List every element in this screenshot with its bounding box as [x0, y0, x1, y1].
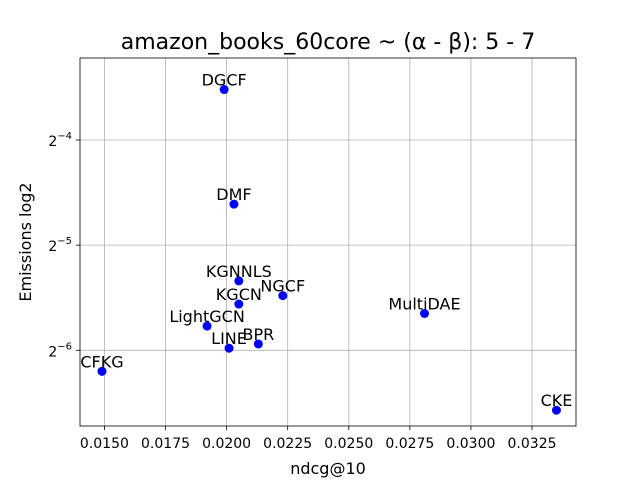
data-point [229, 199, 239, 209]
data-point [420, 308, 430, 318]
data-point [234, 276, 244, 286]
data-point-label: NGCF [260, 277, 305, 296]
data-point [234, 299, 244, 309]
y-axis-label: Emissions log2 [16, 182, 35, 301]
x-axis-label: ndcg@10 [290, 459, 366, 478]
y-tick-label: 2−5 [48, 236, 72, 255]
x-tick-label: 0.0325 [508, 436, 557, 452]
data-point-label: KGNNLS [206, 262, 272, 281]
data-point [551, 405, 561, 415]
x-tick-label: 0.0275 [385, 436, 434, 452]
plot-frame [79, 57, 577, 427]
data-point [253, 339, 263, 349]
data-point-label: CFKG [80, 352, 123, 371]
axis-ticks: 0.0150 0.0175 0.0200 0.0225 0.0250 0.0275 0.03… [48, 131, 556, 452]
data-point [224, 343, 234, 353]
x-tick-label: 0.0175 [141, 436, 190, 452]
chart-title: amazon_books_60core ~ (α - β): 5 - 7 [121, 30, 535, 55]
data-point [278, 291, 288, 301]
y-tick-label: 2−4 [48, 131, 72, 150]
x-tick-label: 0.0250 [324, 436, 373, 452]
x-tick-label: 0.0200 [202, 436, 251, 452]
data-point-label: LightGCN [169, 307, 244, 326]
data-point-label: BPR [242, 325, 274, 344]
data-point-label: DGCF [202, 71, 247, 90]
x-tick-label: 0.0150 [80, 436, 129, 452]
data-point [202, 321, 212, 331]
x-tick-label: 0.0300 [446, 436, 495, 452]
grid-lines [80, 58, 576, 426]
data-point [97, 366, 107, 376]
y-tick-label: 2−6 [48, 341, 72, 360]
data-point-label: KGCN [216, 285, 262, 304]
data-point [219, 85, 229, 95]
data-point-label: DMF [216, 185, 251, 204]
data-point-label: CKE [541, 391, 573, 410]
data-point-label: LINE [211, 329, 247, 348]
data-point-label: MultiDAE [388, 294, 460, 313]
x-tick-label: 0.0225 [263, 436, 312, 452]
